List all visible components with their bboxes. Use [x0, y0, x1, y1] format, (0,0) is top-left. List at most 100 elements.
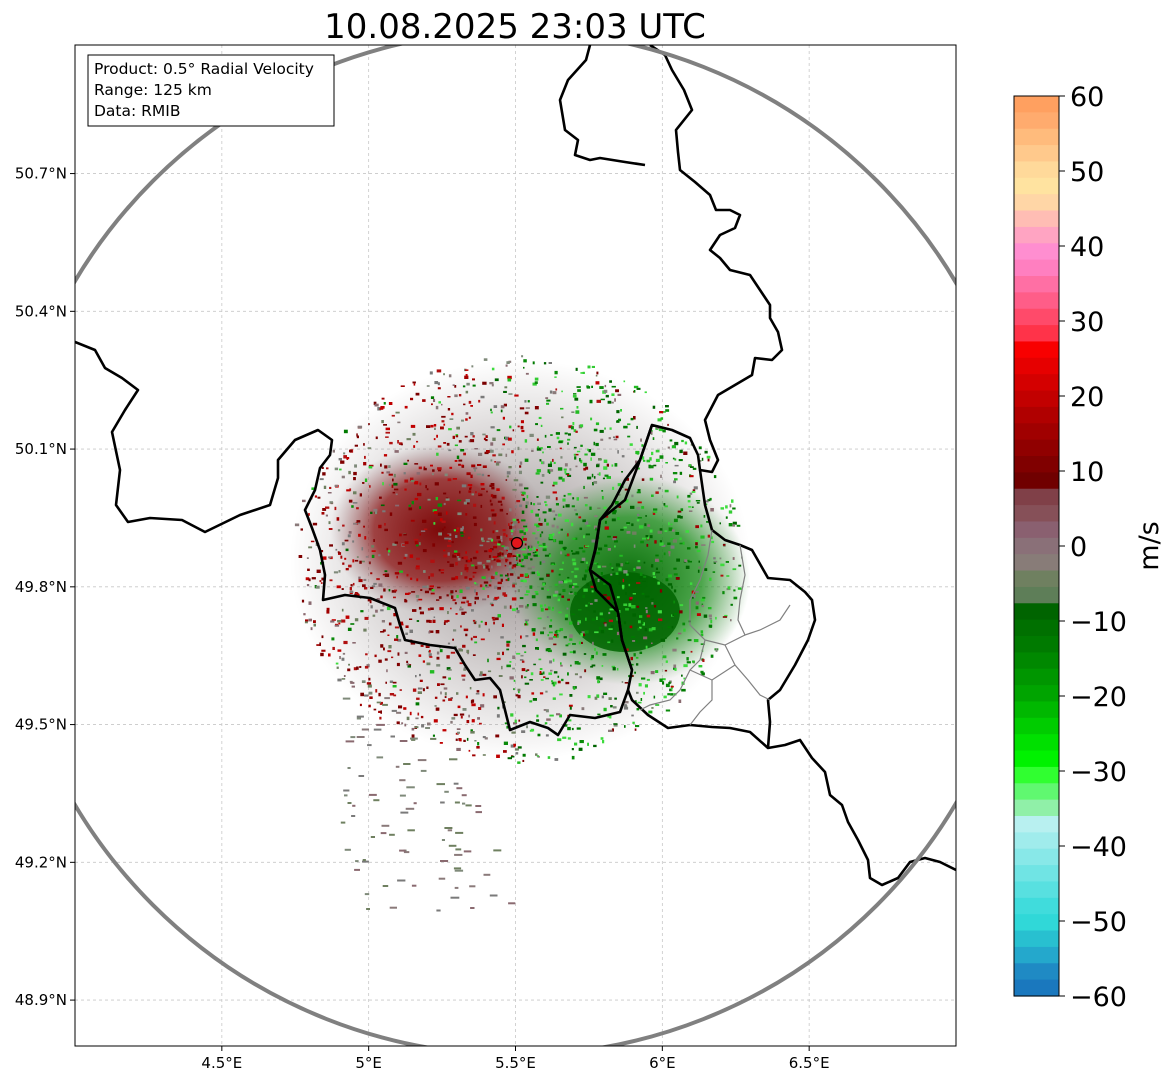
echo-pixel — [382, 885, 389, 887]
echo-pixel — [356, 736, 365, 738]
echo-pixel — [379, 496, 382, 499]
echo-pixel — [350, 681, 355, 684]
colorbar-band — [1014, 979, 1059, 997]
echo-pixel — [506, 640, 511, 644]
echo-pixel — [327, 492, 332, 494]
echo-pixel — [380, 832, 387, 835]
echo-pixel — [548, 362, 552, 364]
echo-pixel — [584, 630, 589, 634]
echo-pixel — [503, 741, 508, 745]
echo-pixel — [659, 678, 663, 682]
echo-pixel — [443, 373, 445, 376]
echo-pixel — [373, 539, 375, 542]
echo-pixel — [328, 653, 331, 657]
echo-pixel — [444, 827, 453, 829]
echo-pixel — [458, 649, 463, 652]
echo-pixel — [455, 435, 459, 438]
echo-pixel — [577, 621, 580, 625]
echo-pixel — [591, 655, 594, 659]
echo-pixel — [679, 542, 683, 545]
echo-pixel — [366, 908, 370, 910]
echo-pixel — [488, 584, 492, 587]
echo-pixel — [504, 722, 508, 725]
echo-pixel — [654, 605, 657, 608]
echo-pixel — [614, 540, 618, 543]
echo-pixel — [382, 629, 386, 632]
echo-pixel — [382, 603, 385, 607]
echo-pixel — [545, 690, 548, 693]
echo-pixel — [354, 592, 358, 594]
echo-pixel — [534, 551, 537, 553]
echo-pixel — [655, 491, 659, 494]
echo-pixel — [579, 740, 584, 744]
echo-pixel — [446, 655, 450, 659]
echo-pixel — [572, 643, 576, 645]
echo-pixel — [703, 614, 708, 618]
echo-pixel — [625, 499, 629, 503]
echo-pixel — [506, 643, 510, 647]
echo-pixel — [665, 683, 670, 688]
echo-pixel — [643, 691, 645, 695]
echo-pixel — [673, 573, 678, 576]
echo-pixel — [600, 618, 605, 622]
echo-pixel — [376, 723, 385, 726]
info-product: Product: 0.5° Radial Velocity — [94, 60, 314, 78]
echo-pixel — [650, 598, 654, 600]
echo-pixel — [432, 543, 436, 547]
echo-pixel — [659, 411, 664, 414]
echo-pixel — [724, 614, 728, 617]
echo-pixel — [352, 582, 355, 586]
echo-pixel — [604, 384, 607, 388]
echo-pixel — [454, 385, 457, 388]
echo-pixel — [596, 676, 601, 680]
echo-pixel — [709, 577, 712, 581]
echo-pixel — [597, 713, 601, 716]
echo-pixel — [585, 561, 588, 564]
colorbar-band — [1014, 717, 1059, 735]
echo-pixel — [356, 556, 359, 558]
echo-pixel — [576, 497, 579, 501]
echo-pixel — [394, 488, 399, 491]
echo-pixel — [548, 672, 552, 675]
echo-pixel — [430, 573, 434, 577]
echo-pixel — [524, 528, 528, 532]
echo-pixel — [668, 527, 673, 531]
echo-pixel — [389, 512, 393, 516]
echo-pixel — [692, 597, 694, 599]
echo-pixel — [450, 896, 460, 899]
echo-pixel — [550, 619, 553, 622]
echo-pixel — [676, 637, 679, 640]
colorbar-band — [1014, 112, 1059, 130]
echo-pixel — [351, 505, 354, 508]
echo-pixel — [443, 622, 446, 625]
echo-pixel — [465, 695, 468, 699]
echo-pixel — [479, 673, 482, 677]
colorbar-band — [1014, 946, 1059, 964]
echo-pixel — [497, 614, 501, 618]
echo-pixel — [399, 740, 408, 742]
echo-pixel — [471, 493, 475, 496]
echo-pixel — [359, 493, 362, 497]
echo-pixel — [506, 549, 508, 552]
echo-pixel — [630, 663, 634, 666]
echo-pixel — [525, 621, 528, 624]
echo-pixel — [437, 445, 442, 448]
echo-pixel — [676, 495, 679, 499]
echo-pixel — [345, 740, 355, 743]
echo-pixel — [519, 504, 523, 508]
echo-pixel — [537, 529, 540, 531]
echo-pixel — [508, 466, 512, 469]
echo-pixel — [418, 606, 422, 610]
echo-pixel — [393, 482, 398, 486]
echo-pixel — [364, 665, 369, 669]
echo-pixel — [479, 584, 483, 588]
echo-pixel — [512, 582, 517, 585]
colorbar-band — [1014, 701, 1059, 719]
echo-pixel — [394, 638, 399, 641]
echo-pixel — [579, 458, 581, 462]
echo-pixel — [694, 591, 699, 593]
echo-pixel — [683, 677, 686, 680]
echo-pixel — [323, 485, 327, 489]
echo-pixel — [416, 440, 419, 443]
echo-pixel — [585, 617, 587, 621]
